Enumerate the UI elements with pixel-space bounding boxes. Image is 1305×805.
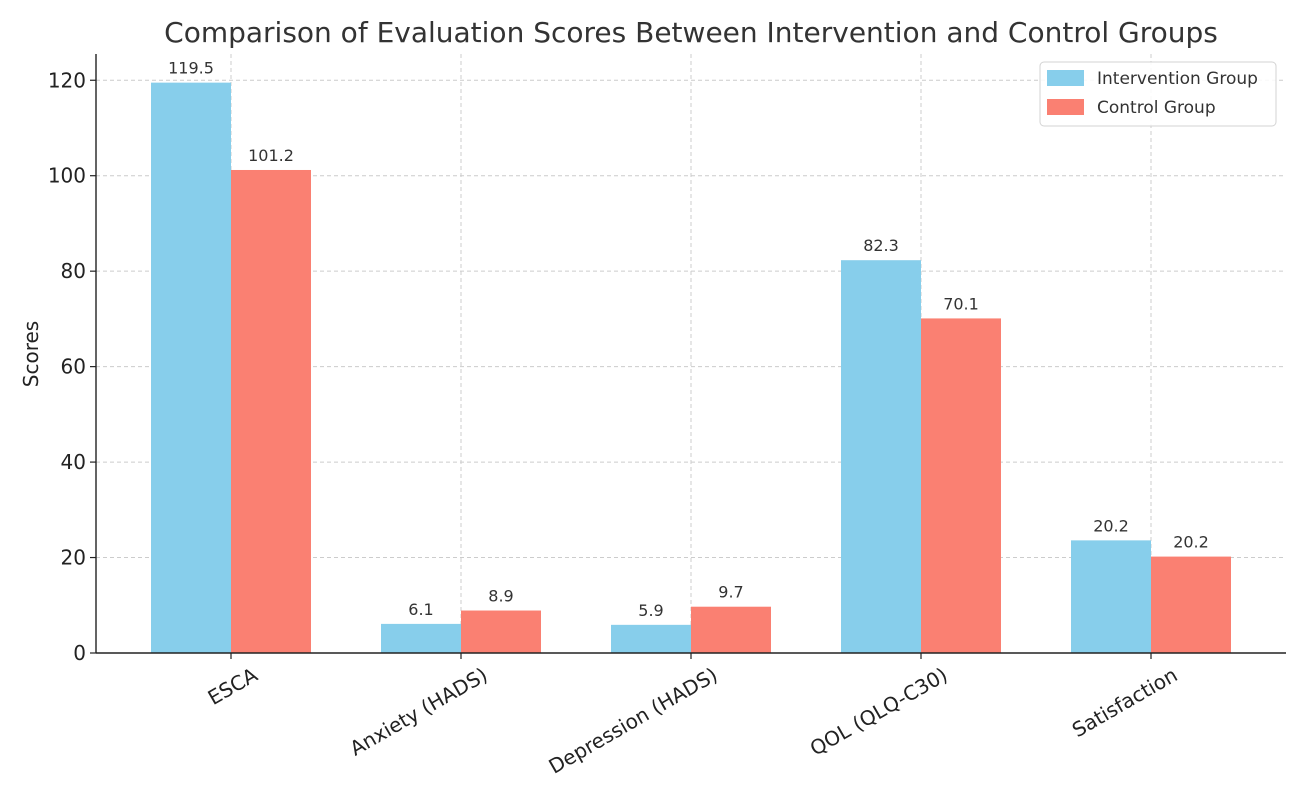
data-label-intervention-3: 82.3 [863, 236, 899, 255]
data-label-control-0: 101.2 [248, 146, 294, 165]
data-labels: 119.5 6.1 5.9 82.3 20.2 101.2 8.9 9.7 70.1 20.2 [168, 59, 1209, 620]
x-tick-label-2: Depression (HADS) [544, 663, 721, 779]
x-tick-label-4: Satisfaction [1068, 663, 1182, 742]
legend-label-control: Control Group [1097, 98, 1216, 118]
data-label-intervention-2: 5.9 [638, 601, 663, 620]
data-label-intervention-4: 20.2 [1093, 516, 1129, 535]
data-label-control-1: 8.9 [488, 587, 513, 606]
data-label-control-4: 20.2 [1173, 533, 1209, 552]
y-axis-title: Scores [19, 321, 43, 387]
y-axis-ticks: 0 20 40 60 80 100 120 [48, 68, 96, 665]
bar-control-2 [691, 606, 771, 653]
legend: Intervention Group Control Group [1039, 61, 1277, 127]
bar-intervention-1 [381, 623, 461, 653]
bars [151, 82, 1231, 653]
legend-box [1039, 61, 1277, 127]
y-tick-label-60: 60 [61, 355, 86, 379]
bar-control-0 [231, 169, 311, 653]
bar-intervention-0 [151, 82, 231, 653]
bar-control-4 [1151, 556, 1231, 653]
x-tick-label-3: QOL (QLQ-C30) [806, 663, 952, 761]
bar-intervention-4 [1071, 540, 1151, 653]
x-tick-label-1: Anxiety (HADS) [346, 663, 492, 761]
legend-swatch-control [1047, 99, 1084, 115]
legend-label-intervention: Intervention Group [1097, 69, 1258, 89]
data-label-intervention-1: 6.1 [408, 600, 433, 619]
x-tick-label-0: ESCA [204, 662, 262, 709]
chart-title: Comparison of Evaluation Scores Between … [164, 16, 1218, 49]
y-tick-label-20: 20 [61, 546, 86, 570]
bar-control-3 [921, 318, 1001, 653]
bar-intervention-3 [841, 260, 921, 653]
data-label-intervention-0: 119.5 [168, 59, 214, 78]
y-tick-label-40: 40 [61, 450, 86, 474]
data-label-control-2: 9.7 [718, 583, 743, 602]
y-tick-label-100: 100 [48, 164, 86, 188]
y-tick-label-120: 120 [48, 68, 86, 92]
y-tick-label-0: 0 [73, 641, 86, 665]
bar-intervention-2 [611, 624, 691, 653]
x-axis-ticks: ESCA Anxiety (HADS) Depression (HADS) QOL (… [204, 653, 1182, 779]
data-label-control-3: 70.1 [943, 294, 979, 313]
bar-control-1 [461, 610, 541, 653]
legend-swatch-intervention [1047, 70, 1084, 86]
y-tick-label-80: 80 [61, 259, 86, 283]
